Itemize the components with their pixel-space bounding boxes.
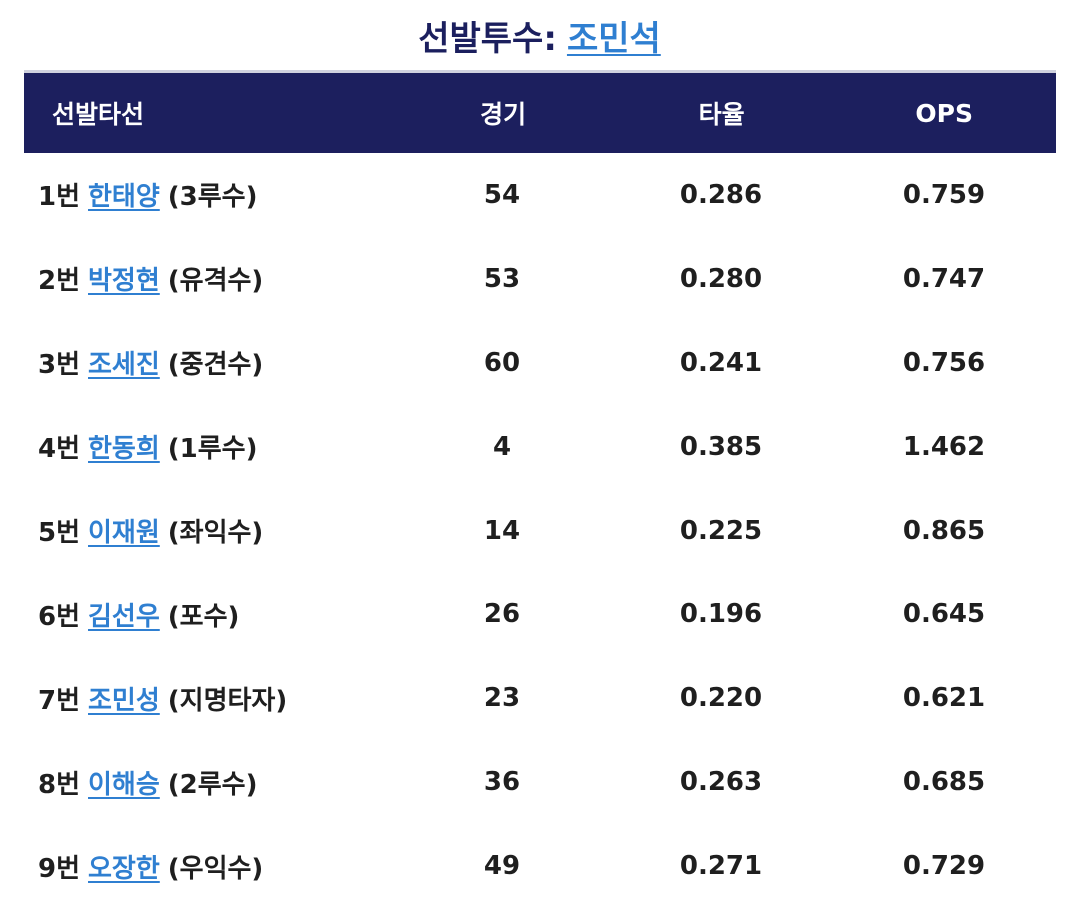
batter-cell: 5번 이재원 (좌익수) [24, 512, 394, 549]
player-position: (3루수) [167, 182, 258, 213]
table-header: 선발타선 경기 타율 OPS [24, 70, 1056, 153]
avg-cell: 0.280 [679, 263, 763, 294]
table-row: 8번 이해승 (2루수) 36 0.263 0.685 [24, 740, 1056, 824]
ops-cell: 0.756 [902, 347, 986, 378]
player-link[interactable]: 이재원 [88, 518, 160, 548]
batting-order: 9번 [38, 853, 81, 884]
batting-order: 2번 [38, 266, 81, 297]
batting-order: 7번 [38, 685, 81, 716]
batting-order: 3번 [38, 350, 81, 381]
player-link[interactable]: 오장한 [88, 853, 160, 884]
ops-cell: 0.747 [902, 263, 986, 294]
player-link[interactable]: 박정현 [88, 266, 160, 297]
avg-cell: 0.385 [679, 431, 763, 462]
table-row: 5번 이재원 (좌익수) 14 0.225 0.865 [24, 489, 1056, 573]
ops-cell: 0.645 [902, 599, 986, 630]
games-cell: 14 [483, 515, 521, 546]
table-row: 9번 오장한 (우익수) 49 0.271 0.729 [24, 824, 1056, 908]
batting-order: 5번 [38, 518, 81, 548]
games-cell: 53 [483, 263, 521, 294]
table-row: 1번 한태양 (3루수) 54 0.286 0.759 [24, 153, 1056, 237]
player-link[interactable]: 한태양 [88, 182, 160, 213]
batting-order: 1번 [38, 182, 81, 213]
batter-cell: 7번 조민성 (지명타자) [24, 680, 394, 717]
player-position: (포수) [167, 601, 240, 632]
player-link[interactable]: 이해승 [88, 769, 160, 800]
ops-cell: 0.685 [902, 767, 986, 798]
ops-cell: 0.729 [902, 851, 986, 882]
player-position: (지명타자) [167, 685, 288, 716]
batter-cell: 6번 김선우 (포수) [24, 596, 394, 633]
table-row: 4번 한동희 (1루수) 4 0.385 1.462 [24, 405, 1056, 489]
header-avg: 타율 [698, 100, 745, 129]
batter-cell: 3번 조세진 (중견수) [24, 344, 394, 381]
page-title: 선발투수: 조민석 [0, 10, 1079, 60]
batting-order: 4번 [38, 434, 81, 465]
player-link[interactable]: 김선우 [88, 601, 160, 632]
player-link[interactable]: 조세진 [88, 350, 160, 381]
title-prefix: 선발투수: [418, 18, 557, 59]
table-row: 6번 김선우 (포수) 26 0.196 0.645 [24, 572, 1056, 656]
table-row: 7번 조민성 (지명타자) 23 0.220 0.621 [24, 656, 1056, 740]
lineup-table: 선발타선 경기 타율 OPS 1번 한태양 (3루수) 54 0.286 0.7… [24, 70, 1056, 908]
avg-cell: 0.271 [679, 851, 763, 882]
player-position: (1루수) [167, 434, 258, 465]
ops-cell: 1.462 [902, 431, 986, 462]
ops-cell: 0.759 [902, 179, 986, 210]
player-link[interactable]: 조민성 [88, 685, 160, 716]
avg-cell: 0.241 [679, 347, 763, 378]
table-row: 2번 박정현 (유격수) 53 0.280 0.747 [24, 237, 1056, 321]
table-row: 3번 조세진 (중견수) 60 0.241 0.756 [24, 321, 1056, 405]
games-cell: 54 [483, 179, 521, 210]
batter-cell: 8번 이해승 (2루수) [24, 764, 394, 801]
player-position: (우익수) [167, 853, 264, 884]
avg-cell: 0.263 [679, 767, 763, 798]
batter-cell: 2번 박정현 (유격수) [24, 260, 394, 297]
ops-cell: 0.621 [902, 683, 986, 714]
batter-cell: 1번 한태양 (3루수) [24, 176, 394, 213]
player-position: (2루수) [167, 769, 258, 800]
header-games: 경기 [480, 100, 527, 129]
games-cell: 26 [483, 599, 521, 630]
batter-cell: 9번 오장한 (우익수) [24, 848, 394, 885]
player-position: (중견수) [167, 350, 264, 381]
avg-cell: 0.286 [679, 179, 763, 210]
batting-order: 8번 [38, 769, 81, 800]
games-cell: 23 [483, 683, 521, 714]
games-cell: 49 [483, 851, 521, 882]
header-ops: OPS [915, 98, 973, 128]
avg-cell: 0.196 [679, 599, 763, 630]
avg-cell: 0.225 [679, 515, 763, 546]
games-cell: 60 [483, 347, 521, 378]
ops-cell: 0.865 [902, 515, 986, 546]
avg-cell: 0.220 [679, 683, 763, 714]
games-cell: 4 [492, 431, 512, 462]
games-cell: 36 [483, 767, 521, 798]
header-batter: 선발타선 [52, 100, 145, 129]
player-position: (좌익수) [167, 518, 264, 548]
starting-pitcher-link[interactable]: 조민석 [566, 18, 661, 59]
player-position: (유격수) [167, 266, 264, 297]
player-link[interactable]: 한동희 [88, 434, 160, 465]
batter-cell: 4번 한동희 (1루수) [24, 428, 394, 465]
batting-order: 6번 [38, 601, 81, 632]
